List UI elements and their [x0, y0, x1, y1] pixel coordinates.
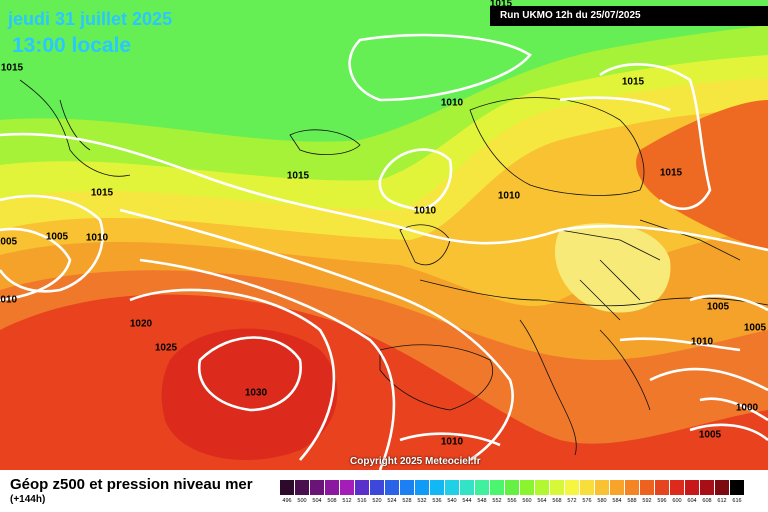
isobar-label: 1005: [45, 231, 69, 243]
legend-swatch: [550, 480, 564, 495]
isobar-label: 1020: [129, 318, 153, 330]
legend-swatch: [610, 480, 624, 495]
coastlines: [19, 79, 768, 456]
legend-tick-label: 568: [552, 498, 562, 504]
legend-swatch: [340, 480, 354, 495]
high-core: [161, 328, 338, 460]
legend-tick-label: 600: [672, 498, 682, 504]
legend-swatch: [430, 480, 444, 495]
legend-tick-label: 500: [297, 498, 307, 504]
isobar-label: 1010: [440, 436, 464, 448]
legend-tick-label: 512: [342, 498, 352, 504]
isobar-label: 1030: [244, 387, 268, 399]
isobar-label: 1010: [440, 97, 464, 109]
legend-tick-label: 584: [612, 498, 622, 504]
legend-tick-label: 616: [732, 498, 742, 504]
legend-tick-label: 580: [597, 498, 607, 504]
isobar-label: 1005: [706, 301, 730, 313]
legend-swatch: [520, 480, 534, 495]
isobar-label: 1015: [90, 187, 114, 199]
isobar-label: 1015: [489, 0, 513, 10]
legend-tick-label: 572: [567, 498, 577, 504]
legend-swatch: [325, 480, 339, 495]
geopotential-field: [0, 0, 768, 470]
isobar-label: 1005: [743, 322, 767, 334]
legend-swatch: [595, 480, 609, 495]
legend-swatch: [685, 480, 699, 495]
isobar-label: 1010: [690, 336, 714, 348]
isobar-label: 1005: [0, 236, 18, 248]
ridge-blob: [554, 223, 671, 313]
run-info: Run UKMO 12h du 25/07/2025: [490, 6, 768, 26]
legend-tick-label: 520: [372, 498, 382, 504]
legend-swatch: [295, 480, 309, 495]
legend-tick-label: 504: [312, 498, 322, 504]
legend-tick-label: 532: [417, 498, 427, 504]
isobar-label: 1015: [659, 167, 683, 179]
legend-tick-label: 540: [447, 498, 457, 504]
lead-time: (+144h): [10, 494, 46, 505]
legend-tick-label: 548: [477, 498, 487, 504]
legend-tick-label: 608: [702, 498, 712, 504]
isobar-label: 1010: [413, 205, 437, 217]
legend-tick-label: 544: [462, 498, 472, 504]
legend-tick-label: 612: [717, 498, 727, 504]
legend-swatch: [445, 480, 459, 495]
legend-tick-label: 552: [492, 498, 502, 504]
legend-swatch: [280, 480, 294, 495]
legend-tick-label: 528: [402, 498, 412, 504]
legend-tick-label: 536: [432, 498, 442, 504]
forecast-date: jeudi 31 juillet 2025: [8, 9, 173, 29]
legend-tick-label: 592: [642, 498, 652, 504]
legend-tick-label: 596: [657, 498, 667, 504]
legend-swatch: [355, 480, 369, 495]
legend-tick-label: 564: [537, 498, 547, 504]
legend-swatch: [400, 480, 414, 495]
forecast-map: jeudi 31 juillet 2025 13:00 locale Run U…: [0, 0, 768, 470]
legend-swatch: [580, 480, 594, 495]
isobar-label: 1015: [0, 62, 24, 74]
band-east: [636, 100, 768, 250]
legend-swatch: [475, 480, 489, 495]
legend-swatch: [700, 480, 714, 495]
legend-swatch: [370, 480, 384, 495]
legend-swatch: [730, 480, 744, 495]
forecast-time: 13:00 locale: [12, 34, 132, 57]
isobar-label: 1015: [286, 170, 310, 182]
footer: Géop z500 et pression niveau mer (+144h)…: [0, 470, 768, 512]
legend-swatch: [625, 480, 639, 495]
isobar-label: 1025: [154, 342, 178, 354]
legend-tick-label: 524: [387, 498, 397, 504]
legend-swatch: [565, 480, 579, 495]
legend-swatch: [310, 480, 324, 495]
legend-tick-label: 560: [522, 498, 532, 504]
legend-swatch: [490, 480, 504, 495]
legend-tick-label: 516: [357, 498, 367, 504]
isobar-label: 1005: [698, 429, 722, 441]
isobar-label: 1000: [735, 402, 759, 414]
legend-swatch: [655, 480, 669, 495]
legend-swatch: [715, 480, 729, 495]
isobars: [0, 33, 768, 470]
legend-tick-label: 508: [327, 498, 337, 504]
field-title: Géop z500 et pression niveau mer: [10, 476, 253, 493]
legend-swatch: [670, 480, 684, 495]
legend-tick-label: 604: [687, 498, 697, 504]
isobar-label: 1010: [497, 190, 521, 202]
legend-tick-label: 588: [627, 498, 637, 504]
legend-tick-label: 576: [582, 498, 592, 504]
copyright: Copyright 2025 Meteociel.fr: [350, 456, 481, 467]
legend-tick-label: 556: [507, 498, 517, 504]
legend-swatch: [385, 480, 399, 495]
isobar-label: 1015: [621, 76, 645, 88]
legend-swatch: [460, 480, 474, 495]
legend-swatch: [505, 480, 519, 495]
isobar-label: 1010: [85, 232, 109, 244]
isobar-label: 1010: [0, 294, 18, 306]
legend-swatch: [535, 480, 549, 495]
legend-swatch: [640, 480, 654, 495]
legend-swatch: [415, 480, 429, 495]
legend-tick-label: 496: [282, 498, 292, 504]
